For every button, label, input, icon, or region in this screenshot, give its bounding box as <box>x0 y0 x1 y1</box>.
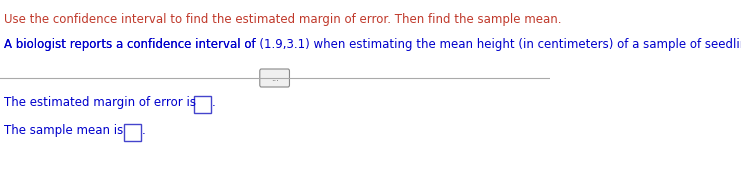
Text: A biologist reports a confidence interval of (1.9,3.1) when estimating the mean : A biologist reports a confidence interva… <box>4 38 741 51</box>
FancyBboxPatch shape <box>260 69 290 87</box>
FancyBboxPatch shape <box>194 96 211 113</box>
Text: ...: ... <box>270 74 279 83</box>
Text: .: . <box>142 124 146 137</box>
FancyBboxPatch shape <box>124 124 142 141</box>
Text: The estimated margin of error is: The estimated margin of error is <box>4 96 200 109</box>
Text: A biologist reports a confidence interval of: A biologist reports a confidence interva… <box>4 38 260 51</box>
Text: Use the confidence interval to find the estimated margin of error. Then find the: Use the confidence interval to find the … <box>4 13 562 26</box>
Text: The sample mean is: The sample mean is <box>4 124 127 137</box>
Text: .: . <box>212 96 216 109</box>
Text: The sample mean is: The sample mean is <box>4 124 127 137</box>
Text: The estimated margin of error is: The estimated margin of error is <box>4 96 200 109</box>
